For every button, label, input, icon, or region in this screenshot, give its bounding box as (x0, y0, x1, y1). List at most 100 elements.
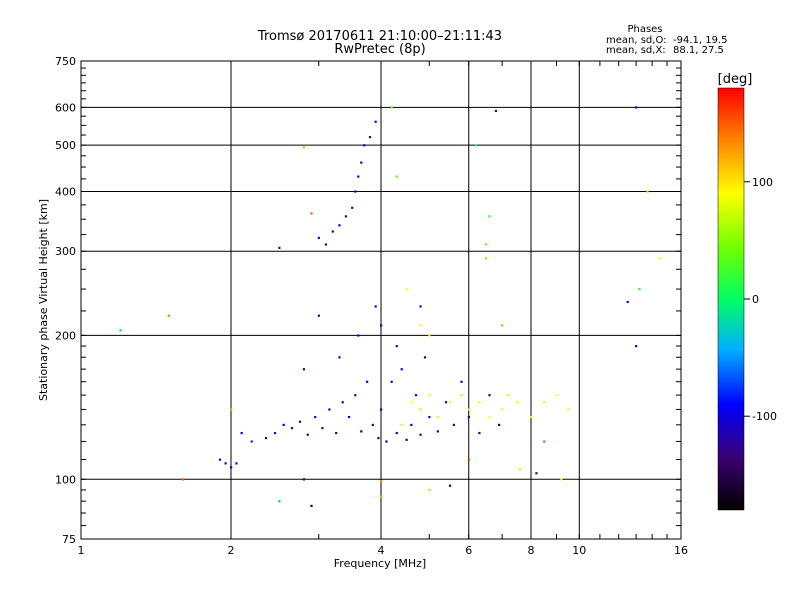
data-point (310, 504, 313, 508)
data-point (488, 394, 491, 397)
data-point (535, 472, 538, 475)
data-point (390, 106, 393, 109)
y-tick-label: 500 (55, 139, 76, 152)
data-point (444, 401, 448, 404)
colorbar-tick-label: -100 (752, 410, 777, 423)
data-point (181, 478, 184, 481)
data-point (240, 431, 243, 435)
data-point (366, 380, 369, 383)
data-point (419, 408, 422, 411)
data-point (380, 408, 383, 411)
data-point (474, 144, 478, 147)
data-point (658, 257, 661, 260)
data-point (460, 380, 463, 383)
data-point (230, 466, 233, 469)
stats-o-value: -94.1, 19.5 (673, 35, 728, 46)
x-tick-label: 16 (674, 544, 688, 557)
data-point (419, 433, 422, 436)
data-point (368, 136, 372, 139)
data-point (302, 146, 306, 149)
y-axis-ticks: 75 100 200 300 400 500 600 750 (55, 55, 681, 546)
data-point (278, 500, 281, 503)
stats-x-label: mean, sd,X: (606, 45, 666, 56)
data-point (530, 415, 533, 419)
data-point (410, 401, 413, 404)
data-point (488, 215, 491, 218)
data-point (501, 324, 504, 327)
data-point (374, 305, 377, 308)
scatter-points (119, 106, 661, 508)
data-point (385, 440, 388, 443)
y-tick-label: 750 (55, 55, 76, 68)
data-point (494, 109, 498, 113)
data-point (390, 380, 393, 383)
data-point (635, 345, 638, 348)
data-point (478, 401, 481, 404)
data-point (338, 356, 341, 359)
data-point (354, 190, 357, 193)
data-point (351, 206, 354, 209)
data-point (395, 431, 398, 435)
y-axis-label: Stationary phase Virtual Height [km] (37, 199, 50, 401)
data-point (555, 394, 558, 397)
x-tick-label: 4 (378, 544, 385, 557)
chart-title: Tromsø 20170611 21:10:00–21:11:43 (257, 29, 502, 44)
colorbar-tick-label: 100 (752, 176, 773, 189)
data-point (467, 408, 470, 411)
x-axis-ticks: 1 2 4 6 8 10 16 (78, 61, 688, 557)
data-point (543, 440, 546, 443)
data-point (306, 433, 309, 436)
data-point (380, 495, 383, 498)
data-point (302, 368, 306, 371)
stats-x-value: 88.1, 27.5 (673, 45, 724, 56)
data-point (436, 415, 439, 419)
data-point (298, 420, 302, 423)
data-point (485, 243, 488, 246)
data-point (419, 324, 422, 327)
data-point (485, 257, 488, 260)
data-point (324, 243, 328, 246)
data-point (448, 484, 452, 487)
data-point (273, 431, 277, 435)
data-point (354, 394, 357, 397)
data-point (363, 144, 366, 147)
stats-title: Phases (627, 24, 662, 35)
x-tick-label: 10 (572, 544, 586, 557)
data-point (235, 462, 238, 465)
data-point (357, 334, 360, 337)
data-point (317, 236, 320, 240)
data-point (638, 288, 641, 291)
data-point (321, 427, 324, 430)
data-point (428, 334, 431, 337)
data-point (377, 436, 380, 440)
data-point (360, 430, 363, 433)
y-tick-label: 200 (55, 329, 76, 342)
data-point (335, 431, 338, 435)
data-point (497, 423, 501, 427)
data-point (395, 175, 398, 178)
data-point (467, 415, 470, 419)
data-point (448, 401, 452, 404)
data-point (380, 480, 383, 483)
data-point (428, 488, 431, 492)
data-point (331, 230, 334, 233)
data-point (507, 394, 510, 397)
data-point (119, 329, 122, 332)
data-point (405, 438, 408, 441)
data-point (328, 408, 331, 411)
data-point (478, 431, 481, 435)
data-point (264, 436, 268, 440)
data-point (338, 224, 341, 227)
data-point (467, 458, 470, 461)
data-point (414, 394, 418, 397)
data-point (405, 288, 408, 291)
data-point (218, 458, 222, 461)
data-point (380, 324, 383, 327)
x-tick-label: 2 (228, 544, 235, 557)
grid-lines (81, 61, 681, 539)
data-point (302, 478, 306, 481)
data-point (516, 401, 519, 404)
stats-o-label: mean, sd,O: (606, 35, 667, 46)
data-point (314, 415, 317, 419)
data-point (567, 408, 570, 411)
